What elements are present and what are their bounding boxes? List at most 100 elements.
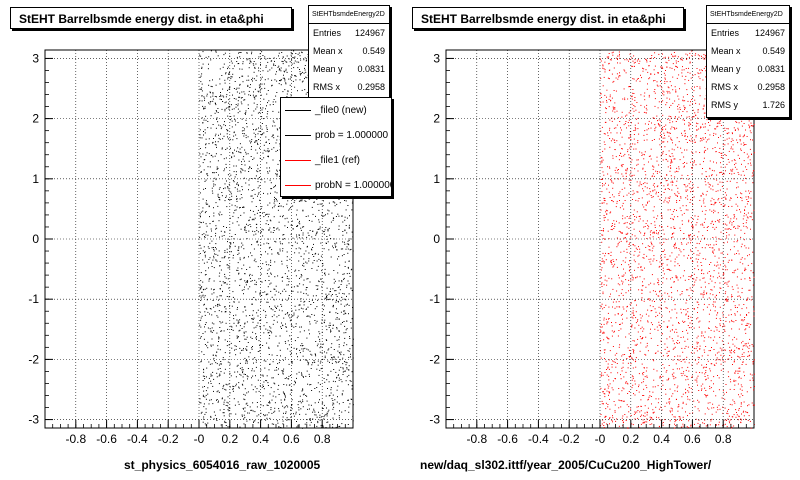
scatter-point bbox=[271, 67, 273, 69]
scatter-point bbox=[273, 202, 275, 204]
scatter-point bbox=[738, 173, 740, 175]
scatter-point bbox=[256, 152, 258, 154]
scatter-point bbox=[621, 275, 623, 277]
scatter-point bbox=[610, 372, 612, 374]
scatter-point bbox=[264, 367, 266, 369]
scatter-point bbox=[684, 279, 686, 281]
scatter-point bbox=[739, 261, 741, 263]
scatter-point bbox=[266, 264, 268, 266]
scatter-point bbox=[297, 291, 299, 293]
scatter-point bbox=[664, 199, 666, 201]
scatter-point bbox=[671, 213, 673, 215]
scatter-point bbox=[686, 426, 688, 428]
scatter-point bbox=[669, 132, 671, 134]
scatter-point bbox=[662, 53, 663, 55]
scatter-point bbox=[215, 248, 217, 250]
scatter-point bbox=[243, 398, 245, 400]
scatter-point bbox=[253, 64, 255, 66]
scatter-point bbox=[690, 276, 692, 278]
scatter-point bbox=[214, 177, 216, 179]
scatter-point bbox=[232, 291, 234, 293]
scatter-point bbox=[224, 231, 226, 233]
scatter-point bbox=[654, 65, 656, 67]
scatter-point bbox=[210, 380, 212, 382]
scatter-point bbox=[322, 263, 324, 264]
scatter-point bbox=[228, 108, 230, 110]
scatter-point bbox=[650, 322, 652, 324]
scatter-point bbox=[602, 293, 604, 295]
scatter-point bbox=[652, 409, 654, 411]
scatter-point bbox=[626, 240, 628, 242]
scatter-point bbox=[253, 297, 255, 298]
scatter-point bbox=[317, 203, 319, 205]
scatter-point bbox=[750, 164, 752, 166]
scatter-point bbox=[315, 233, 317, 235]
scatter-point bbox=[701, 355, 703, 357]
scatter-point bbox=[297, 315, 299, 317]
scatter-point bbox=[672, 211, 674, 213]
scatter-point bbox=[679, 355, 681, 357]
scatter-point bbox=[226, 345, 228, 347]
scatter-point bbox=[273, 121, 275, 123]
scatter-point bbox=[342, 374, 344, 375]
scatter-point bbox=[343, 321, 345, 322]
scatter-point bbox=[249, 167, 251, 169]
scatter-point bbox=[251, 146, 252, 148]
scatter-point bbox=[251, 298, 253, 300]
scatter-point bbox=[680, 59, 682, 61]
scatter-point bbox=[247, 136, 249, 138]
scatter-point bbox=[319, 369, 321, 371]
scatter-point bbox=[604, 133, 606, 135]
scatter-point bbox=[219, 78, 221, 80]
scatter-point bbox=[292, 80, 294, 82]
scatter-point bbox=[235, 325, 237, 327]
scatter-point bbox=[346, 243, 348, 245]
scatter-point bbox=[212, 300, 214, 301]
scatter-point bbox=[700, 224, 702, 226]
scatter-point bbox=[211, 190, 213, 192]
scatter-point bbox=[746, 314, 747, 315]
scatter-point bbox=[232, 329, 234, 331]
scatter-point bbox=[231, 305, 233, 307]
scatter-point bbox=[753, 276, 755, 278]
scatter-point bbox=[705, 184, 707, 186]
scatter-point bbox=[644, 186, 646, 188]
scatter-point bbox=[269, 202, 271, 204]
scatter-point bbox=[233, 238, 235, 240]
scatter-point bbox=[271, 148, 273, 150]
scatter-point bbox=[247, 404, 249, 406]
scatter-point bbox=[280, 79, 282, 81]
scatter-point bbox=[724, 329, 726, 331]
scatter-point bbox=[611, 366, 613, 368]
scatter-point bbox=[305, 216, 307, 217]
scatter-point bbox=[742, 263, 744, 265]
scatter-point bbox=[220, 269, 222, 271]
scatter-point bbox=[681, 293, 683, 295]
scatter-point bbox=[269, 219, 271, 221]
scatter-point bbox=[255, 223, 257, 225]
scatter-point bbox=[696, 122, 697, 124]
scatter-point bbox=[608, 238, 610, 240]
scatter-point bbox=[649, 299, 651, 301]
scatter-point bbox=[308, 373, 310, 375]
scatter-point bbox=[318, 258, 320, 260]
scatter-point bbox=[352, 415, 354, 417]
scatter-point bbox=[612, 187, 614, 189]
scatter-point bbox=[246, 392, 248, 394]
scatter-point bbox=[632, 312, 634, 314]
scatter-point bbox=[228, 296, 230, 298]
scatter-point bbox=[283, 407, 285, 409]
scatter-point bbox=[736, 253, 737, 254]
scatter-point bbox=[259, 157, 261, 159]
scatter-point bbox=[239, 56, 241, 58]
scatter-point bbox=[649, 424, 651, 425]
scatter-point bbox=[665, 371, 667, 373]
scatter-point bbox=[352, 420, 354, 422]
scatter-point bbox=[750, 387, 752, 389]
scatter-point bbox=[287, 378, 289, 380]
scatter-point bbox=[300, 255, 302, 257]
scatter-point bbox=[254, 420, 256, 422]
scatter-point bbox=[681, 396, 683, 398]
scatter-point bbox=[709, 424, 711, 426]
scatter-point bbox=[284, 273, 286, 275]
